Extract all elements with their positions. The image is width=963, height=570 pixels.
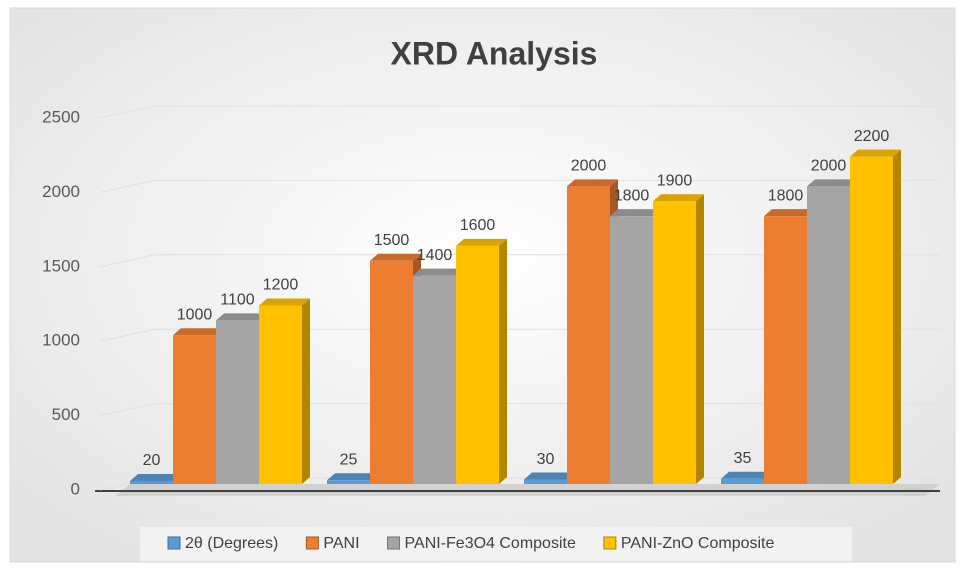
bar — [370, 260, 413, 484]
bar — [567, 186, 610, 484]
bar — [721, 478, 764, 484]
bar-top — [259, 298, 310, 306]
legend-label: PANI-ZnO Composite — [621, 535, 775, 552]
legend — [140, 527, 852, 561]
bar-top — [567, 179, 618, 187]
value-label: 1200 — [263, 277, 299, 294]
bar — [807, 186, 850, 484]
bar-side — [499, 238, 507, 484]
legend-swatch — [305, 536, 319, 550]
bar — [327, 480, 370, 484]
bar-top — [721, 471, 772, 479]
bar-top — [524, 472, 575, 480]
bar — [850, 156, 893, 484]
bar-top — [413, 268, 464, 276]
y-tick-label: 0 — [71, 479, 80, 498]
value-label: 1600 — [460, 217, 496, 234]
value-label: 1800 — [614, 187, 650, 204]
grid-line — [99, 328, 156, 342]
chart-title: XRD Analysis — [391, 35, 598, 71]
y-tick-label: 2000 — [42, 182, 80, 201]
bar — [259, 305, 302, 484]
value-label: 2000 — [811, 158, 847, 175]
bar — [764, 216, 807, 484]
bar-top — [456, 238, 507, 246]
bar-side — [696, 194, 704, 484]
legend-label: PANI — [323, 535, 359, 552]
bar-top — [370, 253, 421, 261]
value-label: 20 — [143, 452, 161, 469]
legend-label: 2θ (Degrees) — [185, 535, 278, 552]
grid-line — [99, 403, 156, 417]
y-tick-label: 2500 — [42, 107, 80, 126]
value-label: 1100 — [220, 292, 255, 309]
bar — [413, 275, 456, 484]
legend-swatch — [167, 536, 181, 550]
bar-top — [130, 474, 181, 482]
legend-label: PANI-Fe3O4 Composite — [405, 535, 576, 552]
bar-top — [850, 149, 901, 157]
grid-line — [99, 105, 156, 119]
legend-swatch — [603, 536, 617, 550]
bar-top — [764, 209, 815, 217]
value-label: 1500 — [374, 232, 410, 249]
legend-swatch — [387, 536, 401, 550]
grid-line — [99, 179, 156, 193]
value-label: 1400 — [417, 247, 453, 264]
value-label: 2200 — [854, 128, 890, 145]
value-label: 25 — [340, 451, 358, 468]
y-tick-label: 1000 — [42, 331, 80, 350]
bar-side — [893, 149, 901, 484]
value-label: 1800 — [768, 187, 804, 204]
value-label: 1900 — [657, 172, 693, 189]
value-label: 1000 — [177, 306, 213, 323]
bar-top — [807, 179, 858, 187]
bar — [524, 479, 567, 484]
bar-top — [653, 194, 704, 202]
bar-top — [216, 313, 267, 321]
bar — [610, 216, 653, 484]
bar-top — [173, 328, 224, 336]
value-label: 30 — [537, 451, 555, 468]
bar-top — [327, 473, 378, 481]
bar — [173, 335, 216, 484]
bar — [653, 201, 696, 484]
bar — [216, 320, 259, 484]
value-label: 35 — [734, 450, 752, 467]
bar — [130, 481, 173, 484]
grid-line — [99, 254, 156, 268]
bar-side — [302, 298, 310, 484]
bar-top — [610, 209, 661, 217]
bar — [456, 245, 499, 484]
value-label: 2000 — [571, 158, 607, 175]
y-tick-label: 500 — [52, 405, 80, 424]
y-tick-label: 1500 — [42, 256, 80, 275]
